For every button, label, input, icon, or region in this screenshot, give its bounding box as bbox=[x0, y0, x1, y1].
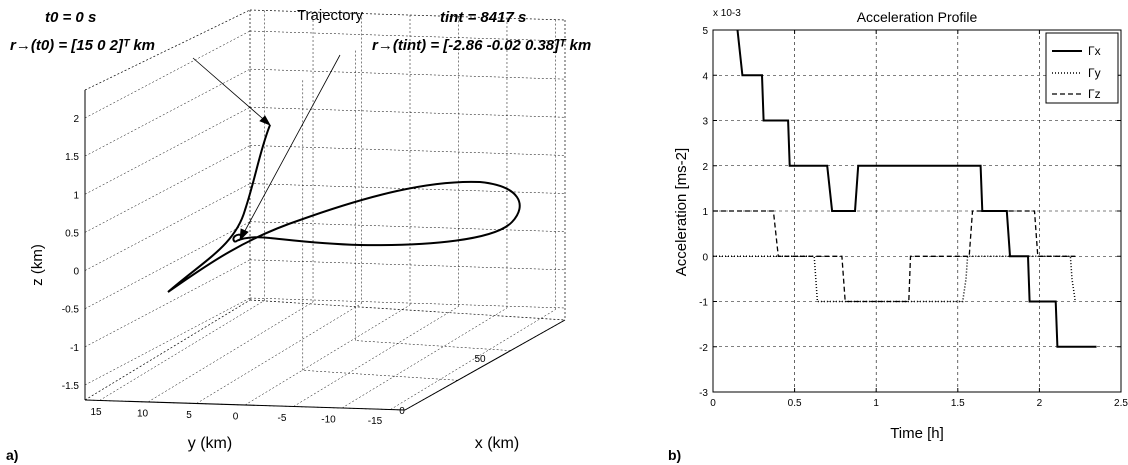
series-line-1 bbox=[713, 255, 1077, 303]
y-tick-label: 3 bbox=[702, 117, 708, 128]
x-tick-label: 0 bbox=[399, 406, 405, 417]
x-tick-label: 50 bbox=[474, 354, 486, 365]
y-tick-label: -5 bbox=[278, 413, 287, 424]
y-axis-label: y (km) bbox=[188, 435, 232, 452]
z-tick-label: 0.5 bbox=[65, 228, 79, 239]
axes-3d bbox=[84, 90, 566, 411]
legend-label-gy: Γy bbox=[1088, 66, 1101, 80]
trajectory-panel: 21.510.50-0.5-1-1.5 15 10 5 0 -5 -10 -15 050 T… bbox=[6, 7, 591, 463]
acceleration-axis-label: Acceleration [ms-2] bbox=[673, 148, 690, 276]
series-line-2 bbox=[713, 210, 1076, 303]
x-tick-label: 0.5 bbox=[788, 398, 802, 409]
z-tick-labels: 2 1.5 1 0.5 0 -0.5 -1 -1.5 bbox=[62, 114, 80, 392]
y-tick-label: -1 bbox=[699, 298, 708, 309]
x-tick-labels: 0 50 bbox=[399, 354, 486, 417]
y-tick-label: -3 bbox=[699, 388, 708, 399]
start-position-annotation: r→(t0) = [15 0 2]ᵀ km bbox=[10, 37, 155, 54]
end-position-annotation: r→(tint) = [-2.86 -0.02 0.38]ᵀ km bbox=[372, 37, 591, 54]
x-tick-label: 2 bbox=[1037, 398, 1043, 409]
x-tick-label: 1.5 bbox=[951, 398, 965, 409]
y-tick-label: -10 bbox=[321, 415, 336, 426]
acceleration-title: Acceleration Profile bbox=[857, 9, 978, 25]
y-tick-label: -15 bbox=[368, 416, 383, 427]
legend-label-gz: Γz bbox=[1088, 87, 1101, 101]
z-tick-label: 1 bbox=[73, 190, 79, 201]
y-exponent-label: x 10-3 bbox=[713, 8, 741, 19]
y-tick-label: 1 bbox=[702, 207, 708, 218]
series-group bbox=[713, 29, 1097, 348]
z-tick-label: 0 bbox=[73, 267, 79, 278]
start-time-annotation: t0 = 0 s bbox=[45, 9, 96, 26]
z-tick-label: 2 bbox=[73, 114, 79, 125]
y-tick-labels: 15 10 5 0 -5 -10 -15 bbox=[90, 407, 382, 427]
series-line-0 bbox=[736, 29, 1097, 348]
acceleration-panel: 0 0.5 1 1.5 2 2.5 5 4 3 2 1 0 -1 -2 -3 Acceleration P… bbox=[668, 8, 1128, 463]
y-tick-label: 5 bbox=[702, 26, 708, 37]
trajectory-title: Trajectory bbox=[297, 7, 364, 24]
z-tick-label: -1 bbox=[70, 343, 79, 354]
y-tick-label: 0 bbox=[702, 252, 708, 263]
x-tick-label: 2.5 bbox=[1114, 398, 1128, 409]
y-tick-label: 15 bbox=[90, 407, 102, 418]
time-axis-label: Time [h] bbox=[890, 425, 944, 442]
z-tick-label: -1.5 bbox=[62, 381, 80, 392]
legend: Γx Γy Γz bbox=[1045, 32, 1119, 104]
annotation-arrows bbox=[192, 54, 341, 242]
x-tick-labels: 0 0.5 1 1.5 2 2.5 bbox=[710, 398, 1128, 409]
y-tick-label: 2 bbox=[702, 162, 708, 173]
y-tick-label: 0 bbox=[233, 412, 239, 423]
x-tick-label: 1 bbox=[873, 398, 879, 409]
y-tick-labels: 5 4 3 2 1 0 -1 -2 -3 bbox=[699, 26, 708, 399]
panel-label-a: a) bbox=[6, 447, 18, 463]
y-tick-label: 10 bbox=[137, 409, 149, 420]
y-tick-label: -2 bbox=[699, 343, 708, 354]
z-tick-label: 1.5 bbox=[65, 152, 79, 163]
y-tick-label: 5 bbox=[186, 410, 192, 421]
z-axis-label: z (km) bbox=[29, 244, 46, 286]
grid-lines-3d bbox=[84, 10, 566, 410]
z-tick-label: -0.5 bbox=[62, 305, 80, 316]
legend-label-gx: Γx bbox=[1088, 44, 1101, 58]
panel-label-b: b) bbox=[668, 447, 681, 463]
x-tick-label: 0 bbox=[710, 398, 716, 409]
end-time-annotation: tint = 8417 s bbox=[440, 9, 526, 26]
box-grid-3d bbox=[84, 9, 566, 411]
x-axis-label: x (km) bbox=[475, 435, 519, 452]
y-tick-label: 4 bbox=[702, 71, 708, 82]
